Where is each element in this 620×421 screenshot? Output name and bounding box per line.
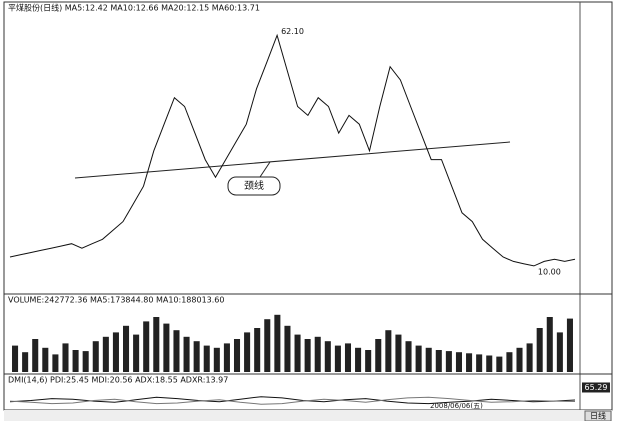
bar	[546, 317, 553, 372]
bar	[274, 314, 281, 372]
bar	[82, 351, 89, 372]
bar	[486, 355, 493, 372]
series-line	[9, 33, 576, 267]
status-bar	[4, 410, 612, 421]
bar	[163, 323, 170, 372]
bar	[466, 353, 473, 372]
bar	[102, 336, 109, 372]
value-label: 10.00	[538, 267, 561, 276]
bar	[233, 339, 241, 372]
bar	[516, 347, 523, 372]
bar	[32, 339, 39, 372]
cursor-date: 2008/06/06(五)	[430, 402, 483, 410]
bar	[52, 354, 59, 372]
bar	[123, 325, 130, 372]
marker-box	[582, 382, 610, 393]
bar	[173, 330, 180, 372]
bar	[223, 343, 230, 372]
bar	[284, 325, 291, 372]
callout-label: 颈线	[244, 179, 264, 192]
dmi-title: DMI(14,6) PDI:25.45 MDI:20.56 ADX:18.55 …	[8, 376, 228, 385]
bar	[455, 352, 462, 372]
bar	[213, 347, 220, 372]
bar	[244, 332, 251, 372]
bar	[344, 343, 352, 372]
bar	[22, 352, 29, 372]
bar	[415, 345, 422, 372]
series-line	[9, 396, 576, 405]
bar	[355, 347, 362, 372]
callout	[227, 176, 281, 196]
bar	[62, 343, 69, 372]
bar	[112, 332, 119, 372]
bar	[435, 350, 442, 372]
value-label: 62.10	[281, 27, 304, 36]
bar	[526, 343, 533, 372]
bar	[556, 332, 563, 372]
bar	[183, 336, 190, 372]
bar	[304, 339, 311, 372]
bar	[476, 354, 483, 372]
bar	[153, 317, 160, 372]
bar	[506, 352, 513, 372]
bar	[314, 336, 321, 372]
bar	[496, 356, 503, 372]
period-button[interactable]	[584, 410, 612, 421]
bar	[193, 341, 200, 372]
bar	[264, 319, 271, 372]
bar	[294, 334, 301, 372]
bar	[334, 345, 341, 372]
bar	[72, 350, 79, 372]
bar	[12, 345, 19, 372]
bar	[375, 339, 382, 372]
bar	[92, 341, 99, 372]
bar	[254, 328, 261, 372]
volume-title: VOLUME:242772.36 MA5:173844.80 MA10:1880…	[8, 296, 224, 305]
bar	[365, 350, 372, 372]
bar	[203, 345, 210, 372]
neckline	[74, 141, 511, 179]
bar	[425, 347, 432, 372]
bar	[324, 341, 331, 372]
bar	[385, 330, 392, 372]
bar	[536, 328, 543, 372]
bar	[566, 318, 573, 372]
bar	[405, 341, 412, 372]
bar	[445, 351, 452, 372]
marker-label: 65.29	[585, 383, 608, 392]
bar	[395, 334, 402, 372]
price-title: 平煤股份(日线) MA5:12.42 MA10:12.66 MA20:12.15…	[8, 3, 260, 13]
series-line	[9, 396, 576, 405]
bar	[42, 347, 49, 372]
bar	[133, 334, 140, 372]
period-button-label[interactable]: 日线	[590, 411, 606, 421]
bar	[143, 321, 150, 372]
